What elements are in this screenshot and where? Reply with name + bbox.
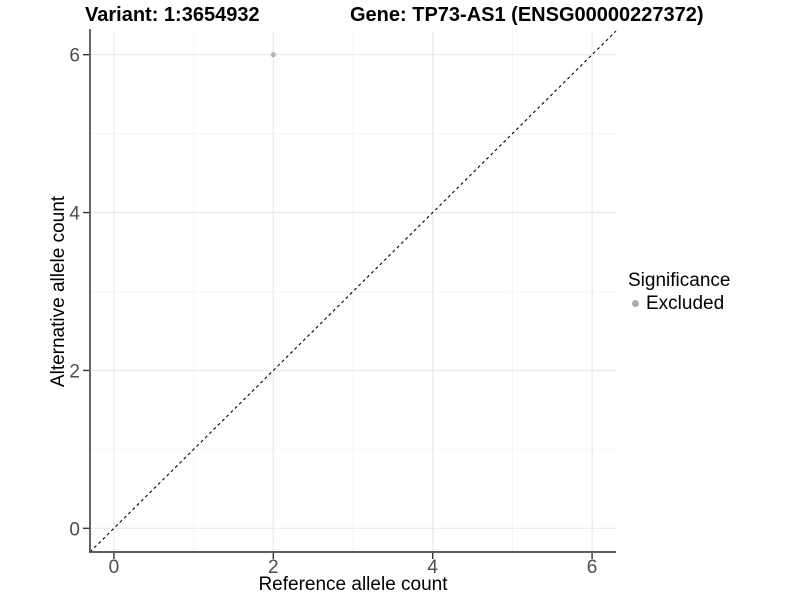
x-tick-label: 6 bbox=[587, 557, 598, 578]
x-axis-title: Reference allele count bbox=[258, 574, 448, 595]
y-axis-title: Alternative allele count bbox=[48, 195, 69, 387]
x-tick-label: 4 bbox=[427, 557, 438, 578]
y-tick-label: 0 bbox=[69, 519, 80, 540]
variant-title: Variant: 1:3654932 bbox=[85, 4, 260, 26]
legend-item: Excluded bbox=[628, 293, 730, 314]
y-tick-label: 4 bbox=[69, 204, 80, 225]
legend-point-icon bbox=[632, 300, 639, 307]
significance-legend: Significance Excluded bbox=[628, 269, 730, 314]
data-point bbox=[270, 52, 276, 58]
gene-title: Gene: TP73-AS1 (ENSG00000227372) bbox=[350, 4, 704, 26]
y-tick-label: 6 bbox=[69, 46, 80, 67]
x-tick-label: 0 bbox=[109, 557, 120, 578]
x-tick-label: 2 bbox=[268, 557, 279, 578]
legend-title: Significance bbox=[628, 270, 731, 291]
legend-item-label: Excluded bbox=[646, 293, 725, 314]
y-tick-label: 2 bbox=[69, 361, 80, 382]
legend-items: Excluded bbox=[628, 293, 730, 314]
